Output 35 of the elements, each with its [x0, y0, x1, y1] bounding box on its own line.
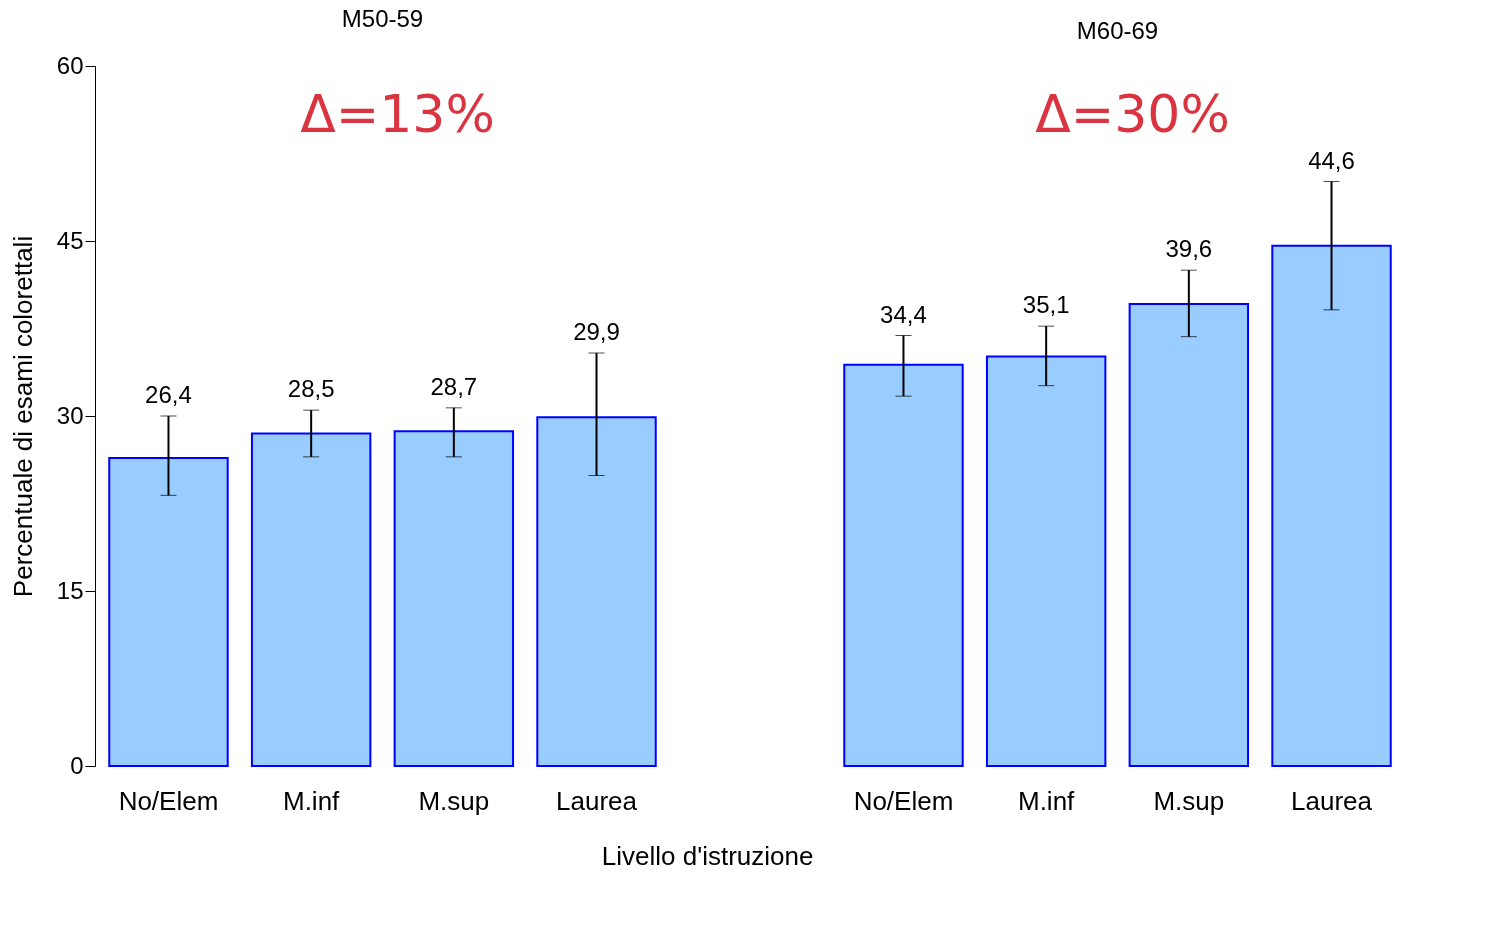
annotation: Δ=13% [300, 84, 495, 144]
bar [1271, 244, 1392, 767]
y-tick-label: 45 [56, 226, 84, 254]
x-axis-title: Livello d'istruzione [601, 841, 814, 871]
data-label: 39,6 [1165, 235, 1213, 263]
data-label: 26,4 [145, 381, 192, 408]
chart-title: M50-59 [341, 5, 424, 32]
bar [108, 457, 229, 767]
x-tick-label: No/Elem [853, 785, 954, 816]
y-tick-label: 30 [56, 401, 84, 429]
x-tick-label: M.sup [1153, 785, 1225, 816]
bar [985, 355, 1107, 767]
data-label: 28,5 [287, 375, 335, 403]
data-label: 29,9 [573, 318, 620, 345]
annotation: Δ=30% [1035, 84, 1230, 144]
bar [393, 430, 515, 767]
y-tick-label: 0 [70, 751, 84, 779]
x-tick-label: Laurea [1291, 785, 1373, 816]
data-label: 34,4 [880, 300, 927, 328]
y-axis-title: Percentuale di esami colorettali [7, 235, 38, 598]
x-tick-label: M.sup [418, 785, 490, 816]
x-tick-label: Laurea [556, 785, 638, 816]
bar [1128, 303, 1250, 767]
x-tick-label: M.inf [1017, 785, 1076, 816]
x-tick-label: M.inf [282, 785, 341, 816]
data-label: 44,6 [1308, 146, 1355, 174]
x-tick-label: No/Elem [118, 785, 219, 816]
chart-title: M60-69 [1076, 17, 1159, 44]
data-label: 35,1 [1022, 291, 1070, 319]
y-tick-label: 60 [56, 51, 84, 79]
bar [250, 432, 372, 767]
y-tick-label: 15 [56, 576, 84, 604]
data-label: 28,7 [430, 372, 478, 400]
bar [843, 363, 964, 767]
bar [536, 416, 657, 767]
